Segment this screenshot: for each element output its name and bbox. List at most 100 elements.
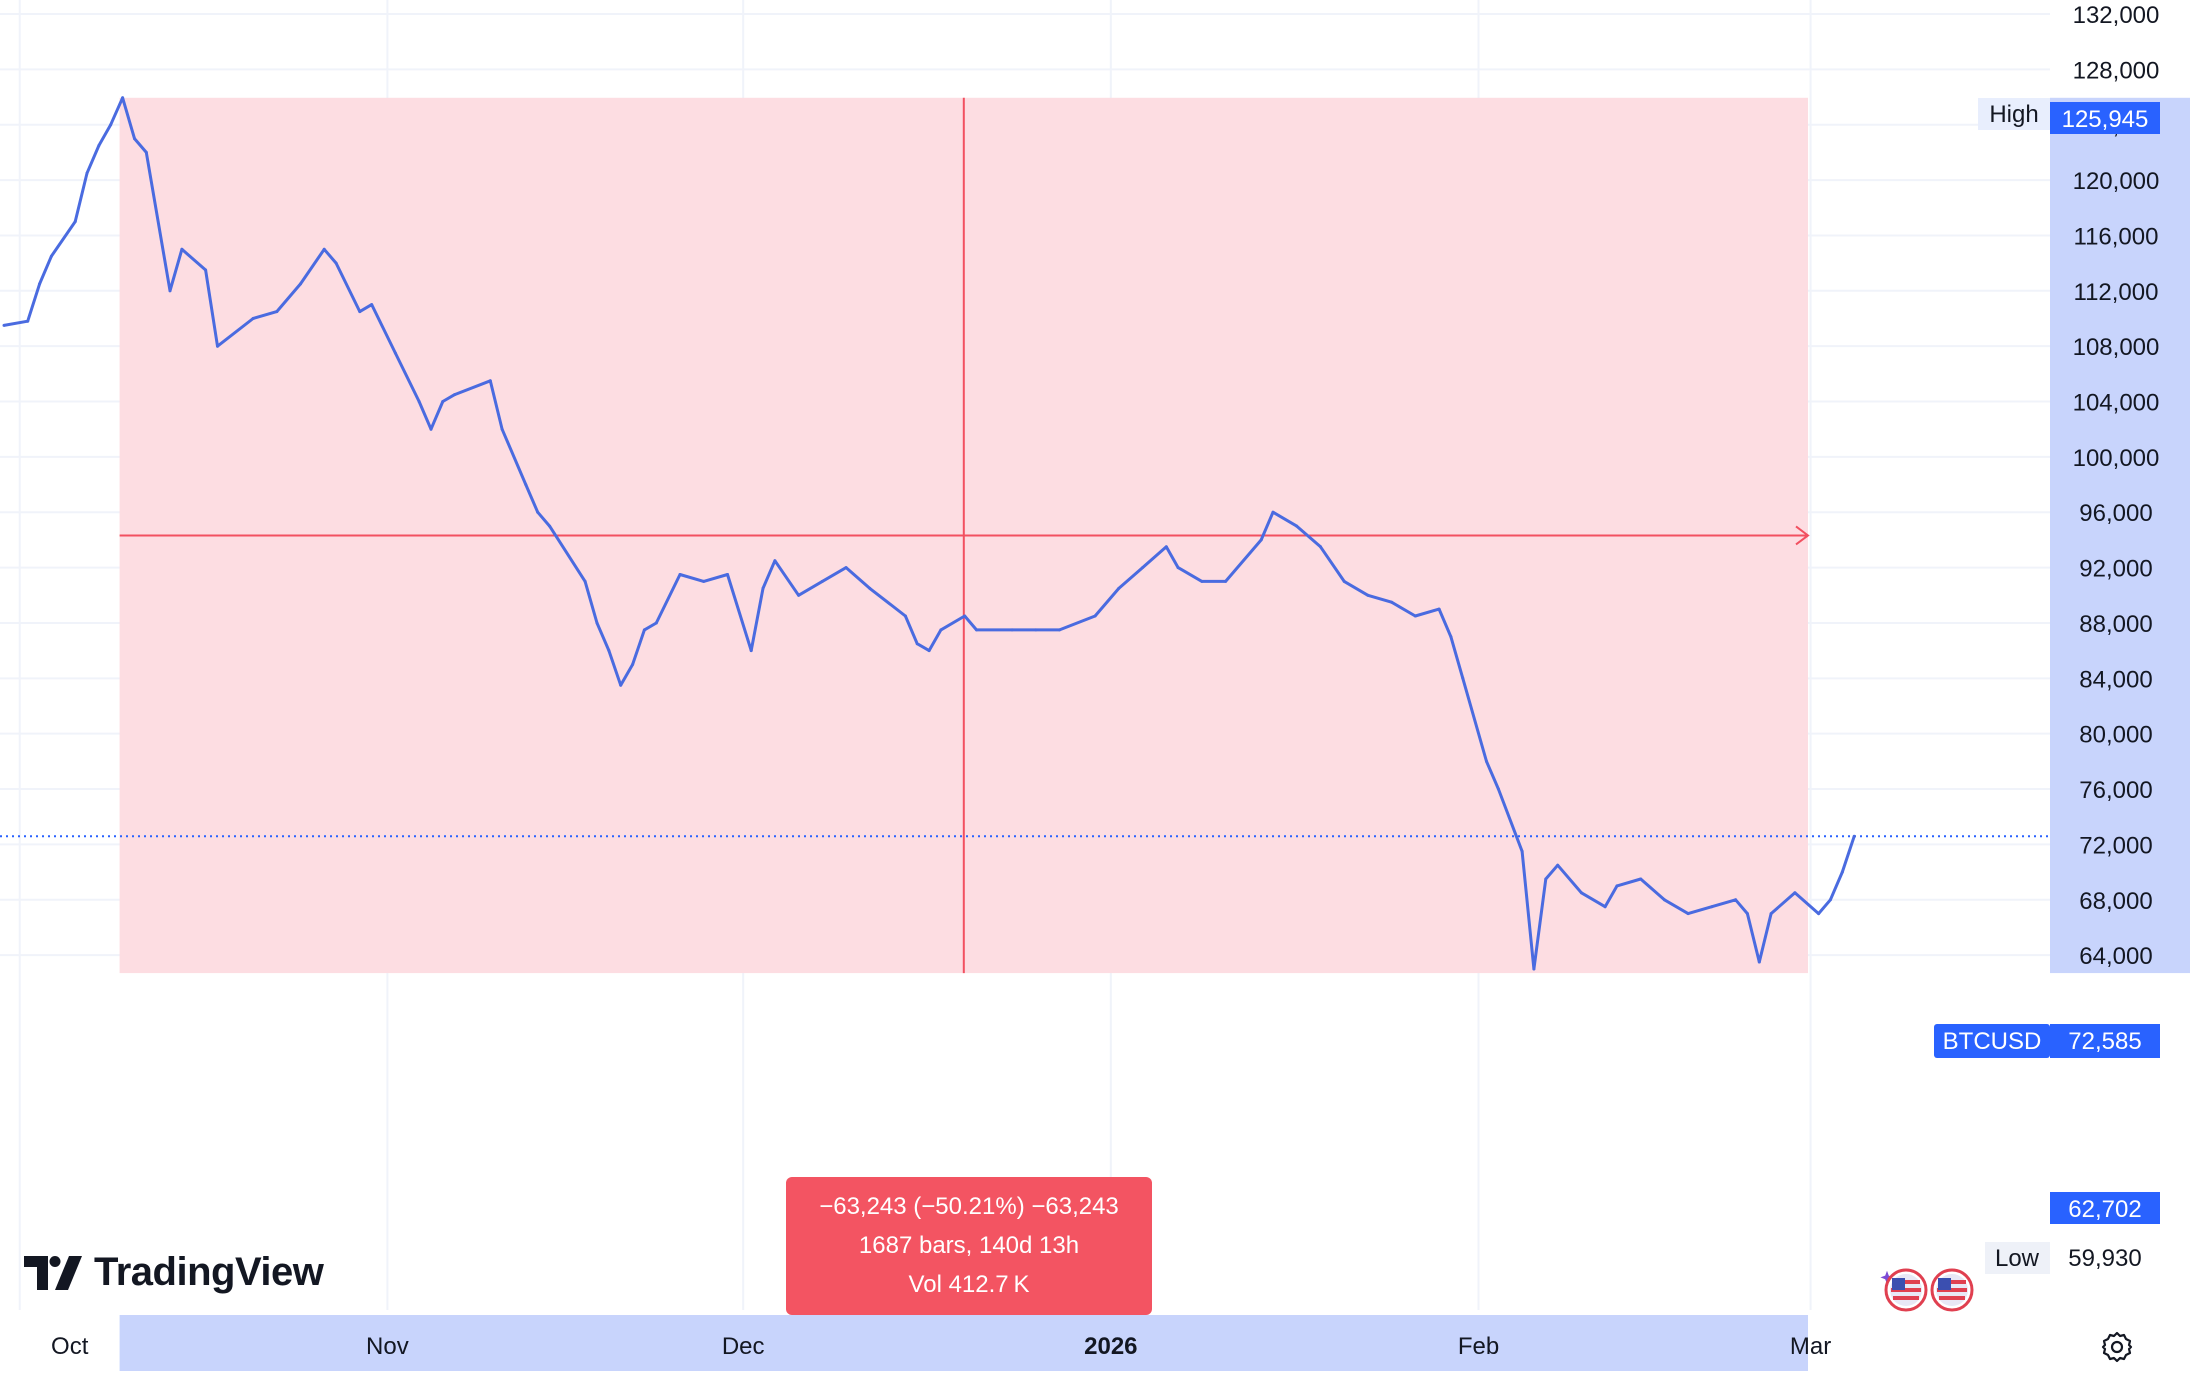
data-point bbox=[536, 510, 540, 514]
time-tick-label: 2026 bbox=[1084, 1333, 1137, 1360]
price-tick-label: 128,000 bbox=[2073, 57, 2160, 84]
low-value: 59,930 bbox=[2068, 1245, 2141, 1272]
data-point bbox=[1141, 566, 1145, 570]
data-point bbox=[1532, 967, 1536, 971]
symbol-badge bbox=[1934, 1024, 2050, 1058]
data-point bbox=[868, 586, 872, 590]
data-point bbox=[393, 351, 397, 355]
data-point bbox=[121, 96, 125, 100]
price-tick-label: 116,000 bbox=[2074, 223, 2159, 250]
data-point bbox=[583, 579, 587, 583]
data-point bbox=[1544, 877, 1548, 881]
data-point bbox=[417, 400, 421, 403]
time-tick-label: Mar bbox=[1790, 1333, 1831, 1360]
data-point bbox=[1271, 510, 1275, 514]
price-tick-label: 92,000 bbox=[2079, 556, 2152, 583]
data-point bbox=[1342, 579, 1346, 583]
data-point bbox=[548, 524, 552, 528]
data-point bbox=[1520, 849, 1524, 853]
data-point bbox=[595, 621, 599, 625]
data-point bbox=[820, 579, 824, 583]
low-label-bg bbox=[1985, 1242, 2050, 1274]
data-point bbox=[1117, 586, 1121, 590]
high-label-bg bbox=[1978, 98, 2050, 130]
data-point bbox=[1461, 676, 1465, 680]
data-point bbox=[1757, 960, 1761, 964]
data-point bbox=[1662, 898, 1666, 902]
price-axis-range-highlight bbox=[2050, 97, 2190, 974]
data-point bbox=[358, 310, 362, 314]
data-point bbox=[1010, 628, 1014, 632]
price-tick-label: 96,000 bbox=[2079, 500, 2152, 527]
data-point bbox=[216, 344, 219, 348]
economic-events[interactable] bbox=[1880, 1268, 1974, 1320]
price-tick-label: 64,000 bbox=[2079, 943, 2152, 970]
measure-tooltip: −63,243 (−50.21%) −63,243 1687 bars, 140… bbox=[786, 1177, 1152, 1315]
data-point bbox=[441, 400, 445, 403]
data-point bbox=[1034, 628, 1038, 632]
measure-bars: 1687 bars, 140d 13h bbox=[858, 1232, 1080, 1259]
data-point bbox=[1828, 898, 1832, 902]
data-point bbox=[844, 566, 848, 570]
measure-volume: Vol 412.7 K bbox=[908, 1271, 1030, 1298]
time-tick-label: Dec bbox=[722, 1333, 765, 1360]
data-point bbox=[109, 123, 113, 127]
data-point bbox=[1639, 877, 1643, 881]
data-point bbox=[678, 573, 682, 576]
price-tick-label: 88,000 bbox=[2079, 611, 2152, 638]
data-point bbox=[180, 247, 184, 251]
data-point bbox=[1176, 566, 1180, 570]
price-tick-label: 104,000 bbox=[2073, 390, 2160, 417]
price-tick-label: 112,000 bbox=[2074, 279, 2159, 306]
high-value: 125,945 bbox=[2062, 106, 2149, 133]
data-point bbox=[903, 614, 907, 618]
time-tick-label: Feb bbox=[1458, 1333, 1499, 1360]
data-point bbox=[1319, 545, 1322, 549]
data-point bbox=[1710, 905, 1714, 909]
data-point bbox=[133, 137, 136, 141]
data-point bbox=[453, 393, 457, 397]
series-line-btcusd[interactable] bbox=[3, 96, 1856, 971]
last-price-badge bbox=[2050, 1024, 2160, 1058]
data-point bbox=[204, 268, 208, 272]
data-point bbox=[1437, 607, 1441, 611]
data-point bbox=[1615, 884, 1619, 888]
high-label: High bbox=[1989, 101, 2038, 128]
data-point bbox=[1224, 579, 1228, 583]
data-point bbox=[1817, 912, 1821, 916]
data-point bbox=[1413, 614, 1417, 618]
price-tick-label: 68,000 bbox=[2079, 888, 2152, 915]
data-point bbox=[631, 663, 635, 666]
us-flag-event-icon[interactable] bbox=[1880, 1268, 1974, 1320]
high-marker: High 125,945 bbox=[1978, 98, 2160, 134]
data-point bbox=[1840, 870, 1844, 874]
data-point bbox=[1366, 593, 1370, 597]
data-point bbox=[927, 649, 931, 653]
series-points bbox=[2, 96, 1856, 971]
data-point bbox=[85, 171, 89, 175]
data-point bbox=[168, 289, 172, 293]
price-tick-label: 72,000 bbox=[2079, 832, 2152, 859]
tradingview-logo-icon bbox=[24, 1255, 82, 1290]
last-price-value: 72,585 bbox=[2068, 1028, 2141, 1055]
price-tick-label: 84,000 bbox=[2079, 666, 2152, 693]
data-point bbox=[370, 303, 374, 307]
data-point bbox=[1745, 912, 1749, 916]
data-point bbox=[251, 317, 255, 320]
data-point bbox=[654, 621, 658, 625]
price-tick-label: 120,000 bbox=[2073, 168, 2160, 195]
tradingview-logo[interactable]: TradingView bbox=[24, 1250, 324, 1295]
data-point bbox=[1093, 614, 1097, 618]
time-scale[interactable]: Oct Nov Dec 2026 Feb Mar bbox=[51, 1333, 1831, 1360]
settings-gear-icon[interactable] bbox=[2100, 1330, 2134, 1364]
data-point bbox=[26, 319, 30, 323]
data-point bbox=[1485, 759, 1488, 763]
high-value-badge bbox=[2050, 102, 2160, 134]
price-scale[interactable]: 132,000128,000124,000120,000116,000112,0… bbox=[2073, 2, 2160, 970]
data-point bbox=[915, 642, 919, 646]
data-point bbox=[963, 614, 967, 618]
data-point bbox=[1769, 912, 1773, 916]
data-point bbox=[2, 323, 6, 327]
